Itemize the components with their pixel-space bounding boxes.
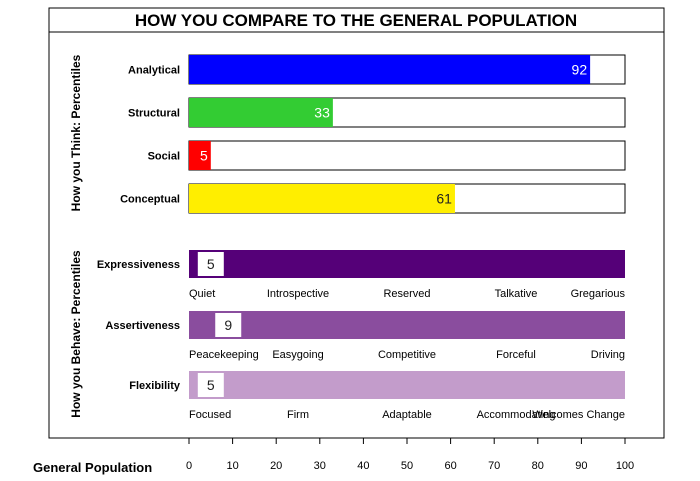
behave-scale-label: Driving [591,349,625,361]
think-bar-category-label: Structural [128,108,180,120]
x-axis-label: General Population [33,460,152,475]
x-tick-label: 50 [401,460,413,472]
x-tick-label: 90 [575,460,587,472]
behave-bar [189,371,625,399]
behave-bar-category-label: Expressiveness [97,259,180,271]
x-tick-label: 100 [616,460,634,472]
behave-scale-label: Accommodating [477,409,556,421]
think-bar [189,141,211,170]
behave-scale-label: Talkative [495,288,538,300]
think-bar-category-label: Social [148,151,180,163]
behave-scale-label: Gregarious [571,288,626,300]
behave-value-marker [197,373,224,397]
think-bar-value-label: 61 [436,191,452,207]
behave-scale-label: Quiet [189,288,215,300]
behave-scale-label: Peacekeeping [189,349,259,361]
x-tick-label: 0 [186,460,192,472]
x-tick-label: 60 [444,460,456,472]
think-bar-value-label: 33 [314,105,330,121]
think-group-label: How you Think: Percentiles [69,54,83,211]
think-bar-value-label: 92 [572,62,588,78]
chart-title: HOW YOU COMPARE TO THE GENERAL POPULATIO… [135,11,577,30]
x-tick-label: 10 [226,460,238,472]
x-tick-label: 70 [488,460,500,472]
behave-scale-label: Firm [287,409,309,421]
think-bar-category-label: Analytical [128,65,180,77]
behave-value-label: 9 [224,317,232,333]
x-tick-label: 30 [314,460,326,472]
think-bar [189,55,591,84]
x-tick-label: 40 [357,460,369,472]
behave-scale-label: Forceful [496,349,536,361]
chart-marks: Analytical 92 Structural 33 Social 5 Conceptua… [97,54,634,472]
behave-value-label: 5 [207,377,215,393]
behave-scale-label: Competitive [378,349,436,361]
behave-scale-label: Adaptable [382,409,432,421]
behave-value-marker [197,252,224,276]
x-tick-label: 20 [270,460,282,472]
behave-value-marker [215,313,242,337]
behave-scale-label: Focused [189,409,231,421]
behave-scale-label: Introspective [267,288,329,300]
behave-group-label: How you Behave: Percentiles [69,250,83,418]
x-tick-label: 80 [532,460,544,472]
think-bar [189,184,455,213]
behave-scale-label: Reserved [383,288,430,300]
think-bar-track [188,140,626,171]
behave-bar [189,311,625,339]
behave-bar-category-label: Assertiveness [105,320,180,332]
behave-bar [189,250,625,278]
behave-value-label: 5 [207,256,215,272]
think-bar-category-label: Conceptual [120,194,180,206]
behave-bar-category-label: Flexibility [129,380,181,392]
think-bar-value-label: 5 [200,148,208,164]
behave-scale-label: Welcomes Change [532,409,625,421]
think-bar [189,98,333,127]
behave-scale-label: Easygoing [272,349,323,361]
